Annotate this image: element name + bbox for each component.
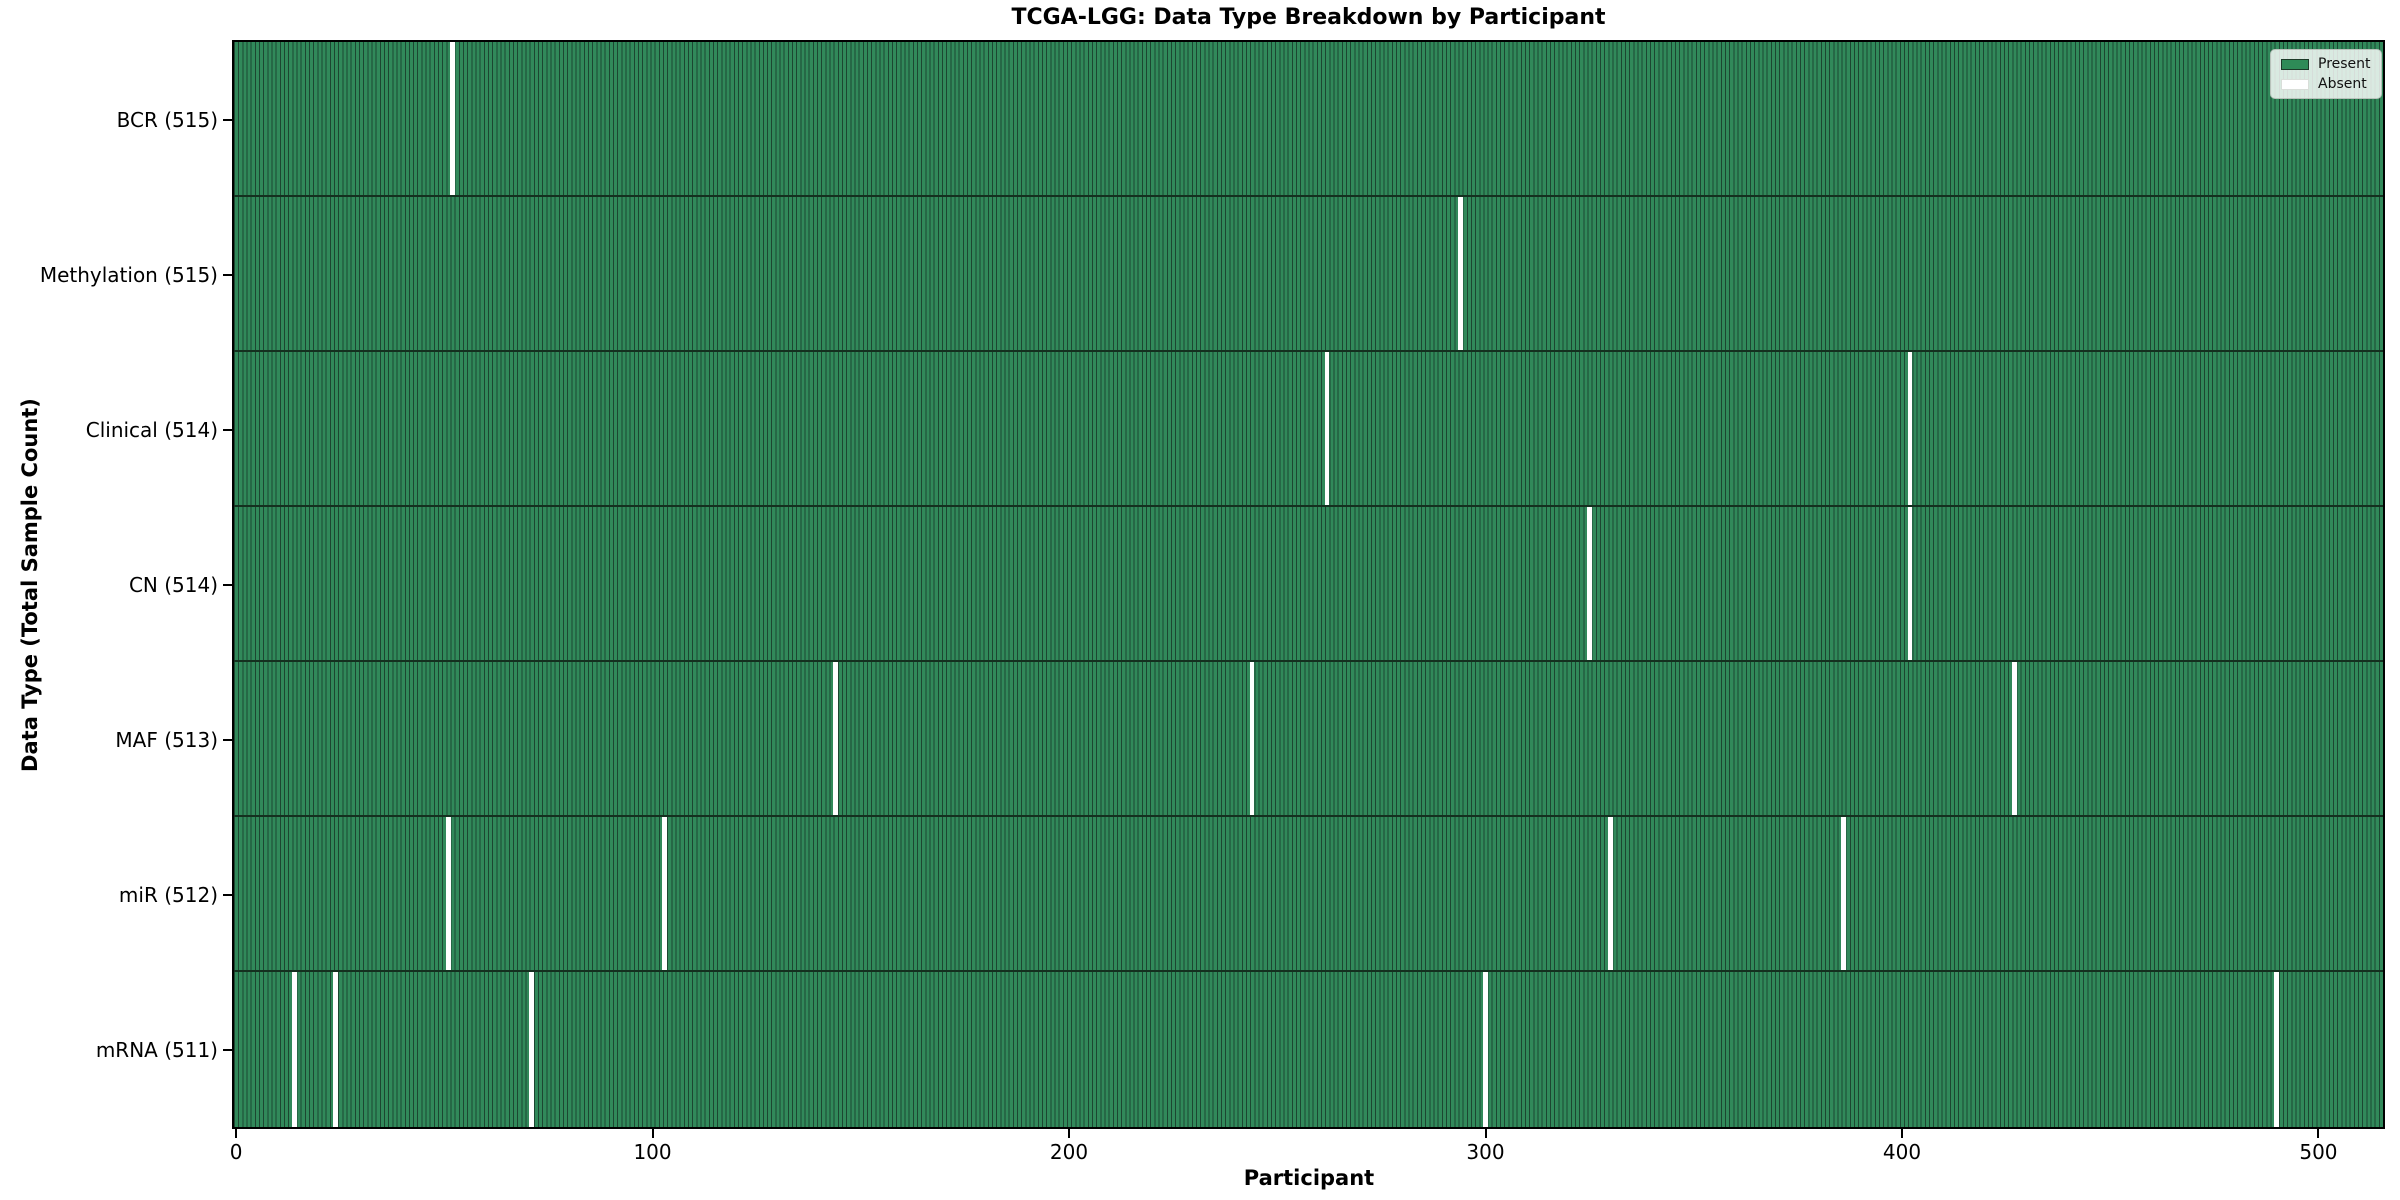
xtick-mark (235, 1129, 238, 1138)
ytick-label: MAF (513) (115, 727, 218, 752)
xtick-mark (651, 1129, 654, 1138)
plot-area (232, 40, 2385, 1129)
legend-label-present: Present (2318, 56, 2371, 72)
ytick-mark (223, 428, 232, 431)
ytick-mark (223, 583, 232, 586)
legend-item-present: Present (2281, 56, 2371, 72)
absent-gap (445, 817, 451, 970)
absent-gap (529, 972, 534, 1127)
ytick-mark (223, 1048, 232, 1051)
xtick-label: 300 (1466, 1140, 1505, 1164)
xtick-mark (2317, 1129, 2320, 1138)
xtick-label: 200 (1049, 1140, 1089, 1164)
legend: Present Absent (2270, 49, 2382, 99)
absent-gap (2011, 662, 2017, 815)
ytick-label: BCR (515) (116, 107, 218, 132)
ytick-label: Methylation (515) (39, 262, 218, 287)
legend-item-absent: Absent (2281, 76, 2371, 92)
absent-gap (2274, 972, 2279, 1127)
absent-gap (1587, 507, 1592, 660)
xtick-mark (1484, 1129, 1487, 1138)
absent-gap (291, 972, 297, 1127)
heatmap-row-clinical (234, 352, 2383, 507)
legend-swatch-absent (2281, 78, 2309, 90)
ytick-label: CN (514) (128, 572, 218, 597)
absent-gap (1907, 507, 1913, 660)
xtick-label: 400 (1882, 1140, 1922, 1164)
chart-title: TCGA-LGG: Data Type Breakdown by Partici… (1011, 5, 1606, 30)
absent-gap (662, 817, 668, 970)
absent-gap (1607, 817, 1613, 970)
ytick-label: Clinical (514) (85, 417, 218, 442)
heatmap-row-bcr (234, 42, 2383, 197)
ytick-mark (223, 273, 232, 276)
absent-gap (1457, 197, 1463, 350)
xtick-label: 500 (2299, 1140, 2338, 1164)
heatmap-row-mrna (234, 972, 2383, 1127)
absent-gap (333, 972, 339, 1127)
legend-swatch-present (2281, 58, 2309, 70)
ytick-label: mRNA (511) (95, 1037, 218, 1062)
absent-gap (1482, 972, 1488, 1127)
absent-gap (1907, 352, 1913, 505)
absent-gap (1324, 352, 1330, 505)
absent-gap (1249, 662, 1255, 815)
ytick-mark (223, 738, 232, 741)
xtick-label: 100 (633, 1140, 672, 1164)
absent-gap (833, 662, 838, 815)
x-axis-title: Participant (1243, 1166, 1375, 1190)
xtick-mark (1068, 1129, 1071, 1138)
xtick-label: 0 (229, 1140, 243, 1164)
absent-gap (450, 42, 455, 195)
heatmap-row-maf (234, 662, 2383, 817)
legend-label-absent: Absent (2318, 76, 2367, 92)
absent-gap (1841, 817, 1846, 970)
heatmap-row-methylation (234, 197, 2383, 352)
heatmap-row-mir (234, 817, 2383, 972)
ytick-mark (223, 893, 232, 896)
ytick-mark (223, 118, 232, 121)
ytick-label: miR (512) (118, 882, 218, 907)
xtick-mark (1900, 1129, 1903, 1138)
heatmap-row-cn (234, 507, 2383, 662)
